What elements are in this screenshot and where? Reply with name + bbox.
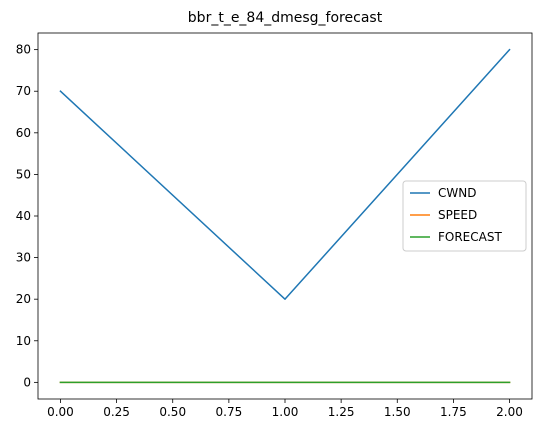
- y-axis: 0 10 20 30 40 50 60 70 80: [16, 43, 38, 389]
- series-layer: [59, 48, 511, 384]
- x-tick-label: 0.50: [159, 405, 186, 419]
- y-tick-label: 50: [16, 167, 31, 181]
- legend-box: [402, 180, 527, 252]
- y-tick-label: 60: [16, 126, 31, 140]
- y-tick-label: 80: [16, 43, 31, 57]
- chart-title: bbr_t_e_84_dmesg_forecast: [188, 10, 383, 26]
- y-tick-label: 40: [16, 209, 31, 223]
- y-tick-label: 70: [16, 84, 31, 98]
- x-tick-label: 2.00: [496, 405, 523, 419]
- series-line-cwnd: [59, 48, 511, 300]
- x-tick-label: 1.50: [384, 405, 411, 419]
- x-tick-label: 1.25: [328, 405, 355, 419]
- x-axis: 0.00 0.25 0.50 0.75 1.00 1.25 1.50 1.75 2.00: [47, 399, 523, 419]
- x-tick-label: 1.75: [440, 405, 467, 419]
- x-tick-label: 1.00: [272, 405, 299, 419]
- y-tick-label: 30: [16, 251, 31, 265]
- y-tick-label: 20: [16, 292, 31, 306]
- x-tick-label: 0.25: [103, 405, 130, 419]
- y-tick-label: 10: [16, 334, 31, 348]
- y-tick-label: 0: [23, 375, 31, 389]
- legend-label-speed: SPEED: [438, 208, 477, 222]
- legend: CWND SPEED FORECAST: [402, 180, 527, 252]
- x-tick-label: 0.75: [216, 405, 243, 419]
- x-tick-label: 0.00: [47, 405, 74, 419]
- legend-label-cwnd: CWND: [438, 186, 476, 200]
- legend-label-forecast: FORECAST: [438, 230, 502, 244]
